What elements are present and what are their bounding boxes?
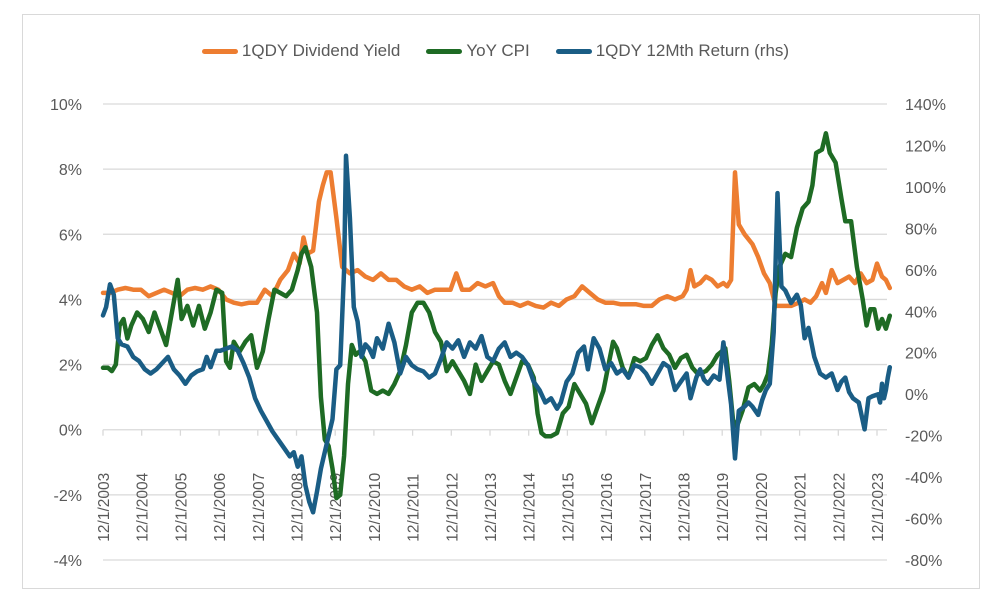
legend-swatch-yoy-cpi [426, 48, 463, 54]
legend-label-12mth-return: 1QDY 12Mth Return (rhs) [595, 41, 790, 60]
right-tick-label: -20% [905, 429, 942, 446]
x-tick-label: 12/1/2023 [870, 473, 887, 542]
x-tick-label: 12/1/2012 [444, 473, 461, 542]
right-tick-label: -40% [905, 470, 942, 487]
right-tick-label: -60% [905, 512, 942, 529]
x-tick-label: 12/1/2010 [367, 472, 384, 541]
x-tick-label: 12/1/2014 [522, 472, 539, 541]
x-tick-label: 12/1/2011 [406, 474, 423, 542]
x-axis: 12/1/2003 12/1/2004 12/1/2005 12/1/2006 12/1… [96, 429, 887, 542]
x-tick-label: 12/1/2017 [638, 473, 655, 542]
12mth-return-line [100, 153, 893, 515]
x-tick-label: 12/1/2019 [715, 473, 732, 542]
legend: 1QDY Dividend Yield YoY CPI 1QDY 12Mth R… [0, 38, 991, 64]
x-tick-label: 12/1/2022 [831, 473, 848, 542]
left-tick-label: 2% [59, 358, 82, 375]
left-tick-label: -2% [54, 488, 82, 505]
x-tick-label: 12/1/2013 [483, 473, 500, 542]
left-tick-label: 0% [59, 423, 82, 440]
x-tick-label: 12/1/2007 [251, 473, 268, 542]
series-lines [100, 131, 893, 515]
right-y-axis: -80% -60% -40% -20% 0% 20% 40% 60% 80% 100% 120% 14… [905, 97, 946, 570]
right-tick-label: 20% [905, 346, 937, 363]
left-tick-label: 4% [59, 292, 82, 309]
legend-swatch-12mth-return [555, 48, 592, 54]
right-tick-label: 140% [905, 97, 946, 114]
right-tick-label: 120% [905, 138, 946, 155]
legend-swatch-dividend-yield [201, 48, 238, 54]
left-tick-label: 6% [59, 227, 82, 244]
left-tick-label: -4% [54, 553, 82, 570]
x-tick-label: 12/1/2015 [560, 473, 577, 542]
x-tick-label: 12/1/2005 [173, 473, 190, 542]
x-tick-label: 12/1/2006 [212, 473, 229, 542]
right-tick-label: 100% [905, 180, 946, 197]
legend-label-dividend-yield: 1QDY Dividend Yield [241, 41, 401, 60]
left-tick-label: 8% [59, 162, 82, 179]
x-tick-label: 12/1/2018 [677, 473, 694, 542]
left-tick-label: 10% [50, 97, 82, 114]
right-tick-label: 40% [905, 304, 937, 321]
x-tick-label: 12/1/2016 [599, 473, 616, 542]
legend-item-dividend-yield: 1QDY Dividend Yield [201, 41, 401, 61]
x-tick-label: 12/1/2003 [96, 473, 113, 542]
right-tick-label: 80% [905, 221, 937, 238]
x-tick-label: 12/1/2020 [754, 472, 771, 541]
right-tick-label: 0% [905, 387, 928, 404]
x-tick-label: 12/1/2004 [135, 472, 152, 541]
dividend-yield-line [100, 170, 893, 310]
x-tick-label: 12/1/2008 [290, 473, 307, 542]
yoy-cpi-line [100, 131, 893, 501]
x-tick-label: 12/1/2021 [793, 473, 810, 542]
legend-item-yoy-cpi: YoY CPI [426, 41, 530, 61]
left-y-axis: -4% -2% 0% 2% 4% 6% 8% 10% [50, 97, 82, 570]
legend-item-12mth-return: 1QDY 12Mth Return (rhs) [555, 41, 790, 61]
legend-label-yoy-cpi: YoY CPI [466, 41, 530, 60]
right-tick-label: 60% [905, 263, 937, 280]
right-tick-label: -80% [905, 553, 942, 570]
